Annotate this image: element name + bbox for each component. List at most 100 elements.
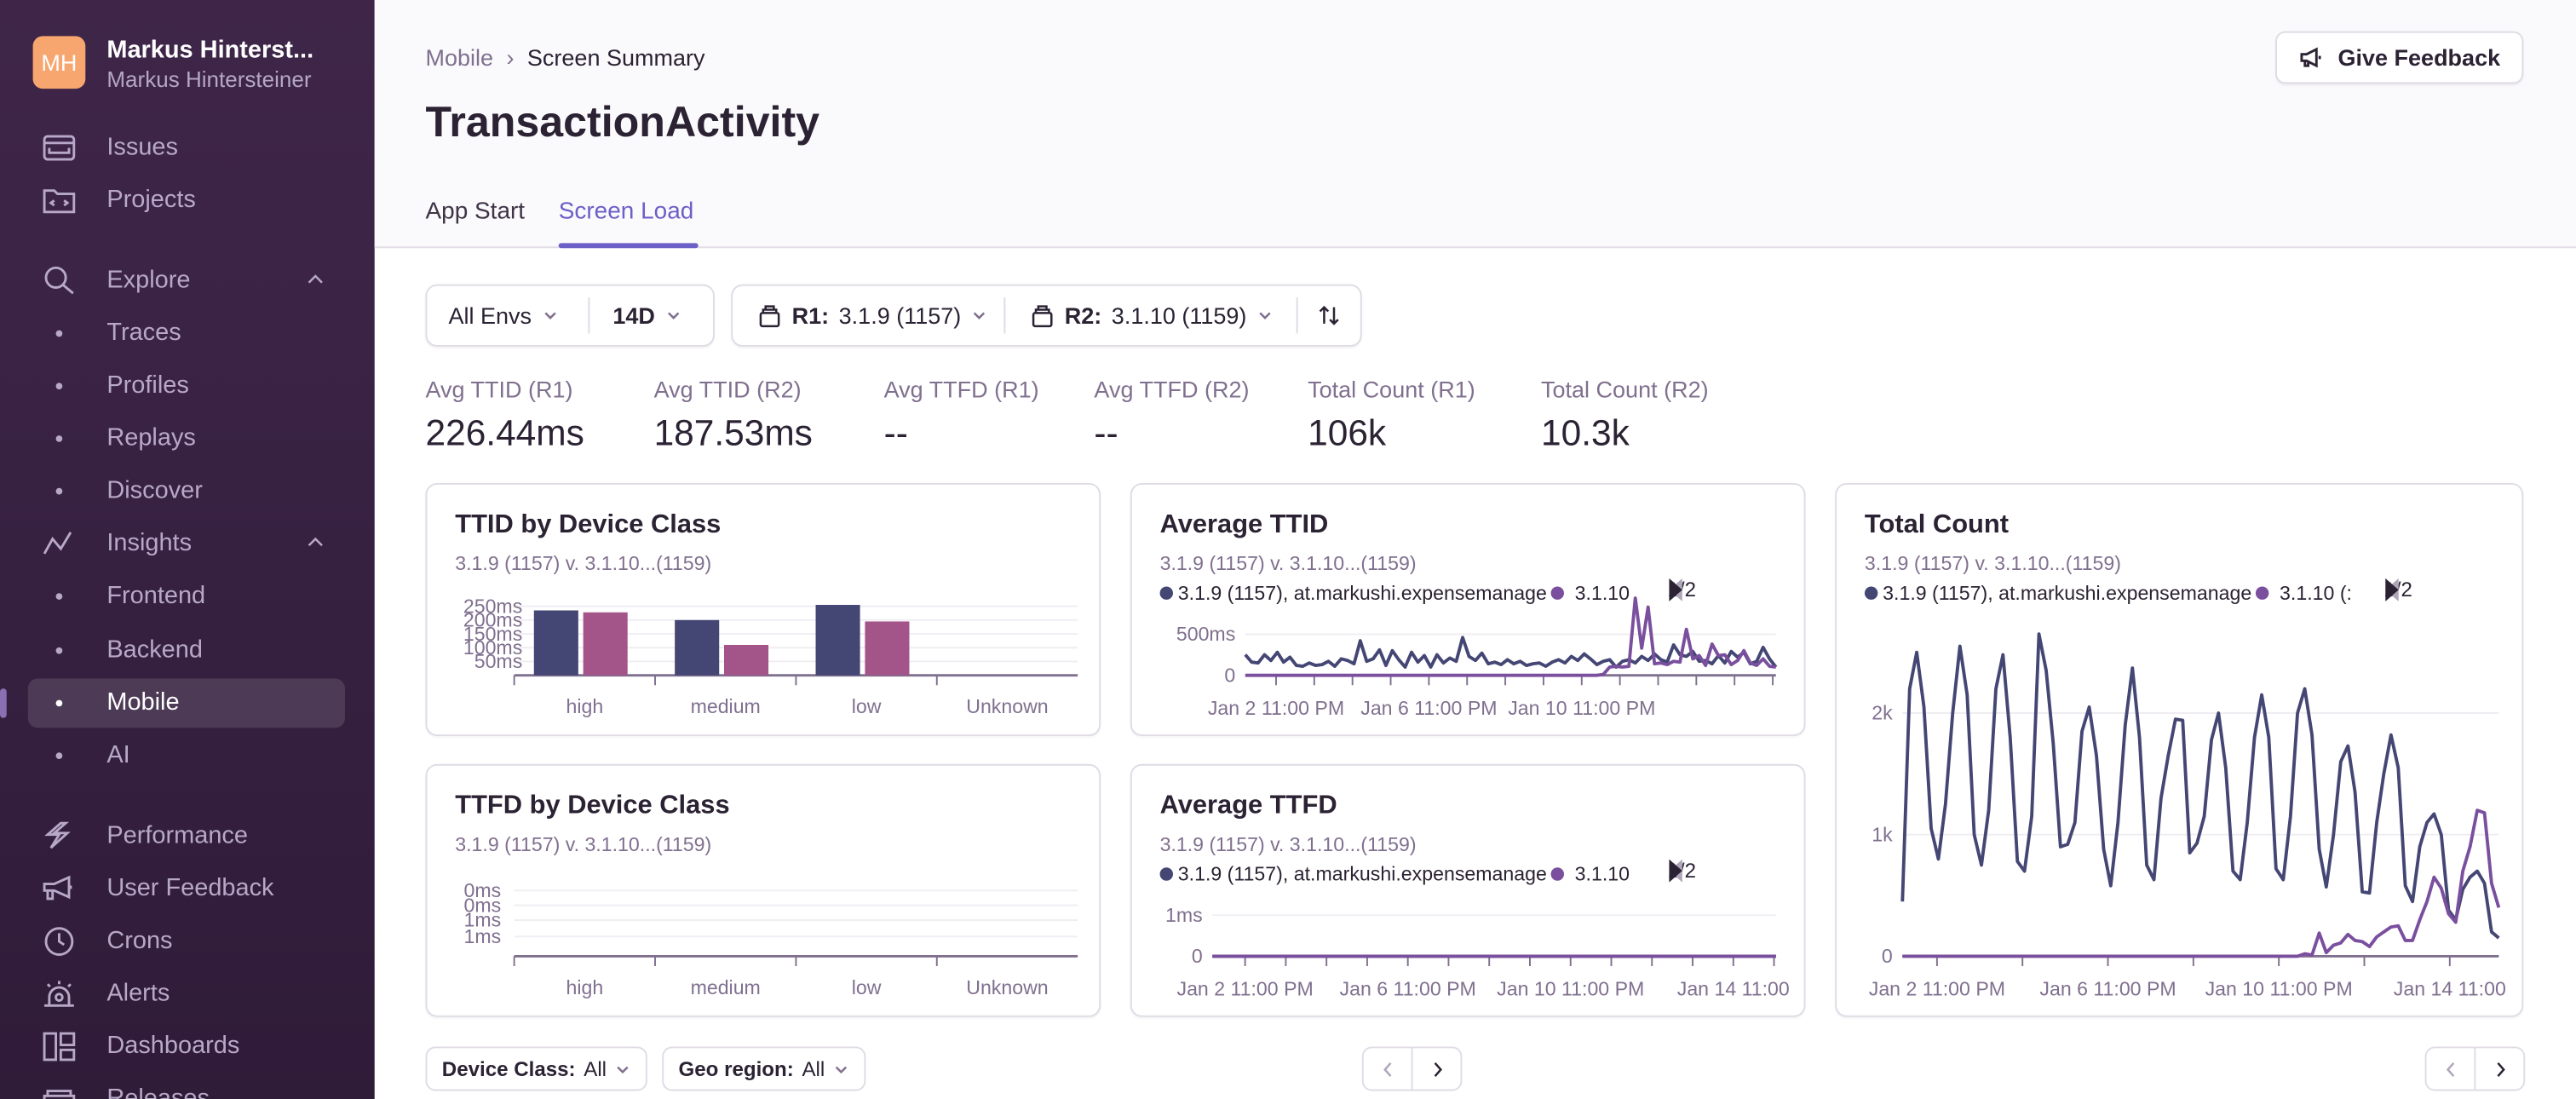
chevron-right-icon	[1433, 1061, 1442, 1077]
bar-high-r1[interactable]	[533, 610, 578, 676]
bar-low-r1[interactable]	[815, 605, 860, 676]
legend-next-icon[interactable]	[2383, 578, 2400, 601]
sidebar-item-replays[interactable]: Replays	[0, 414, 375, 463]
org-avatar[interactable]: MH	[32, 36, 86, 89]
environment-select[interactable]: All Envs	[448, 286, 557, 345]
bullet-icon	[55, 435, 63, 442]
sidebar-item-label: Replays	[106, 423, 196, 452]
chevron-up-icon[interactable]	[306, 532, 325, 552]
ttfd-by-device-class-card: 0ms 0ms 1ms 1ms high medium low Unknown TTFD by …	[425, 763, 1101, 1017]
divider	[588, 297, 590, 334]
swap-releases-button[interactable]	[1316, 286, 1343, 345]
sidebar-item-label: Backend	[106, 636, 203, 665]
bar-high-r2[interactable]	[583, 612, 628, 676]
metric-value: 187.53ms	[653, 412, 813, 454]
y-tick-label: 0	[1192, 945, 1203, 967]
x-tick-label: high	[566, 695, 603, 717]
divider	[1296, 297, 1298, 334]
chart-svg: 0 1k 2k Jan 2 11:00 PM Jan 6 11:00 PM Jan 10 …	[1869, 632, 2506, 1000]
metric-value: 106k	[1308, 412, 1387, 454]
legend-item-r2[interactable]: 3.1.10 (:	[2255, 582, 2352, 605]
legend-item-r1[interactable]: 3.1.9 (1157), at.markushi.expensemanage	[1159, 582, 1547, 605]
sidebar-item-crons[interactable]: Crons	[0, 917, 375, 966]
breadcrumb-mobile[interactable]: Mobile	[425, 44, 494, 71]
legend-swatch	[1159, 867, 1173, 881]
y-tick-label: 0	[1882, 945, 1893, 967]
chevron-up-icon[interactable]	[306, 269, 325, 289]
sidebar-item-traces[interactable]: Traces	[0, 309, 375, 359]
tab-app-start[interactable]: App Start	[425, 199, 526, 226]
y-tick-label: 0	[1224, 664, 1235, 686]
sidebar-item-insights[interactable]: Insights	[0, 519, 375, 568]
sidebar: MH Markus Hinterst... Markus Hinterstein…	[0, 0, 375, 1099]
give-feedback-button[interactable]: Give Feedback	[2275, 31, 2524, 84]
geo-region-label: Geo region:	[678, 1057, 794, 1081]
device-class-value: All	[584, 1057, 607, 1081]
sidebar-item-ai[interactable]: AI	[0, 731, 375, 780]
active-item-highlight	[27, 678, 345, 728]
sidebar-item-label: Issues	[106, 133, 178, 161]
chart-title: TTFD by Device Class	[455, 791, 730, 820]
sidebar-item-alerts[interactable]: Alerts	[0, 970, 375, 1019]
bullet-icon	[55, 699, 63, 707]
bar-medium-r1[interactable]	[675, 619, 720, 676]
x-tick-label: Jan 2 11:00 PM	[1869, 978, 2005, 1000]
y-tick-label: 1ms	[1165, 904, 1203, 926]
r1-value: 3.1.9 (1157)	[838, 302, 962, 329]
sidebar-item-profiles[interactable]: Profiles	[0, 361, 375, 411]
release-icon	[1032, 304, 1053, 327]
series-line-r2[interactable]	[1245, 596, 1777, 677]
tab-screen-load[interactable]: Screen Load	[558, 199, 694, 226]
sidebar-item-backend[interactable]: Backend	[0, 626, 375, 676]
legend-item-r1[interactable]: 3.1.9 (1157), at.markushi.expensemanage	[1159, 862, 1547, 885]
sidebar-item-performance[interactable]: Performance	[0, 812, 375, 861]
bar-medium-r2[interactable]	[724, 645, 769, 676]
y-tick-label: 150ms	[463, 623, 522, 645]
table-pagination-right	[2424, 1046, 2526, 1091]
device-class-filter[interactable]: Device Class: All	[425, 1046, 648, 1091]
bar-low-r2[interactable]	[865, 621, 910, 676]
sidebar-item-dashboards[interactable]: Dashboards	[0, 1022, 375, 1072]
series-line-r2[interactable]	[1902, 808, 2501, 958]
prev-page-button[interactable]	[2426, 1048, 2474, 1089]
y-tick-label: 1ms	[464, 925, 502, 947]
legend-next-icon[interactable]	[1667, 859, 1683, 883]
next-page-button[interactable]	[1411, 1048, 1461, 1090]
sidebar-item-label: Discover	[106, 476, 203, 505]
legend-item-r2[interactable]: 3.1.10	[1550, 862, 1630, 885]
chevron-down-icon	[667, 312, 679, 319]
series-line-r1[interactable]	[1900, 632, 2500, 940]
next-page-button[interactable]	[2474, 1048, 2523, 1090]
clock-icon	[44, 927, 74, 956]
prev-page-button[interactable]	[1364, 1048, 1412, 1089]
sidebar-item-discover[interactable]: Discover	[0, 467, 375, 516]
breadcrumb: Mobile › Screen Summary	[425, 44, 704, 71]
legend-label: 3.1.10	[1574, 862, 1630, 886]
x-tick-label: medium	[691, 695, 761, 717]
x-tick-label: Jan 14 11:00	[2394, 978, 2506, 1000]
user-name: Markus Hintersteiner	[106, 67, 312, 92]
series-line-r1[interactable]	[1244, 636, 1778, 669]
sidebar-item-projects[interactable]: Projects	[0, 175, 375, 225]
geo-region-filter[interactable]: Geo region: All	[662, 1046, 866, 1091]
sidebar-item-user-feedback[interactable]: User Feedback	[0, 864, 375, 913]
sidebar-item-issues[interactable]: Issues	[0, 124, 375, 173]
legend-swatch	[1159, 586, 1173, 600]
release-r2-select[interactable]: R2: 3.1.10 (1159)	[1030, 286, 1273, 345]
release-r1-select[interactable]: R1: 3.1.9 (1157)	[757, 286, 987, 345]
y-tick-label: 2k	[1872, 702, 1893, 724]
legend-next-icon[interactable]	[1667, 578, 1683, 601]
org-name[interactable]: Markus Hinterst...	[106, 36, 314, 65]
legend-item-r2[interactable]: 3.1.10	[1550, 582, 1630, 605]
period-select[interactable]: 14D	[612, 286, 681, 345]
sidebar-item-mobile[interactable]: Mobile	[0, 678, 375, 728]
sidebar-item-explore[interactable]: Explore	[0, 256, 375, 306]
legend-swatch	[1550, 586, 1564, 600]
y-tick-label: 50ms	[474, 650, 523, 672]
legend-item-r1[interactable]: 3.1.9 (1157), at.markushi.expensemanage	[1864, 582, 2251, 605]
chart-title: Average TTID	[1159, 510, 1329, 539]
sidebar-item-releases[interactable]: Releases	[0, 1074, 375, 1099]
breadcrumb-separator-icon: ›	[506, 44, 515, 71]
megaphone-icon	[2300, 47, 2321, 68]
sidebar-item-frontend[interactable]: Frontend	[0, 572, 375, 621]
